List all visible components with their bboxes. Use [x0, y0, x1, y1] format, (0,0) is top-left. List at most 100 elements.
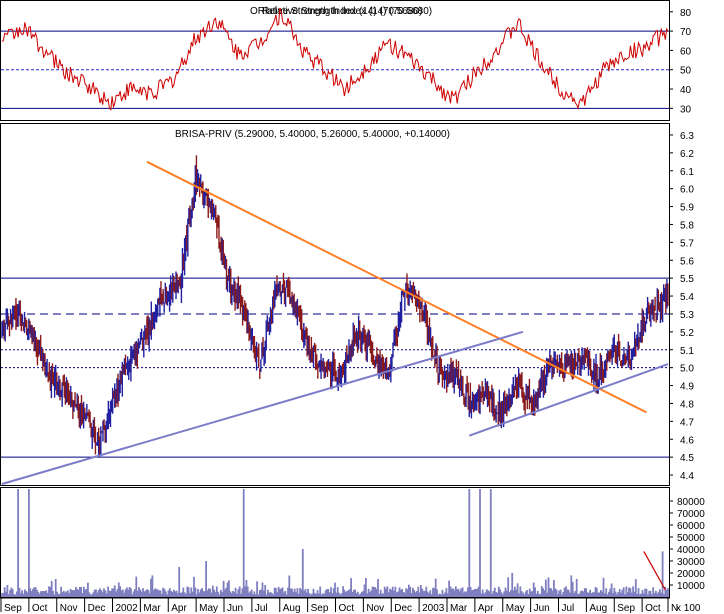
volume-bar [558, 590, 561, 597]
volume-bar [64, 592, 66, 597]
volume-bar [56, 591, 58, 597]
volume-bar [504, 587, 507, 597]
volume-bar [531, 591, 534, 597]
volume-bar [194, 587, 197, 597]
volume-bar [140, 591, 143, 597]
volume-bar [391, 586, 394, 597]
volume-bar [510, 590, 512, 597]
volume-bar [160, 593, 163, 597]
volume-bar [183, 592, 186, 597]
volume-bar [170, 591, 173, 597]
volume-bar [593, 592, 595, 597]
volume-bar [409, 586, 412, 597]
volume-bar [324, 590, 327, 597]
volume-bar [649, 590, 652, 597]
volume-bar [399, 589, 402, 597]
volume-bar [151, 575, 154, 597]
price-title: BRISA-PRIV (5.29000, 5.40000, 5.26000, 5… [175, 129, 450, 140]
volume-bar [495, 592, 497, 597]
x-tick-label: Jul [562, 603, 575, 614]
volume-bar [377, 579, 379, 597]
volume-bar [475, 589, 477, 597]
price-trendlines [1, 160, 669, 485]
volume-bar [1, 593, 3, 597]
price-tick-label: 5.5 [680, 274, 694, 285]
volume-bar [332, 588, 335, 597]
volume-bar [320, 594, 323, 597]
x-tick-label: N [671, 603, 678, 614]
volume-bar [449, 586, 452, 597]
volume-bar [421, 588, 424, 597]
volume-bar [438, 593, 441, 597]
volume-bar [234, 587, 237, 597]
volume-bar [198, 592, 201, 597]
volume-bar [524, 591, 527, 597]
price-tick-label: 4.7 [680, 417, 694, 428]
volume-bar [112, 588, 115, 597]
volume-bar [354, 589, 356, 597]
volume-bar [383, 586, 386, 597]
volume-bar [297, 593, 300, 597]
volume-bar [577, 594, 579, 597]
volume-bar [57, 593, 60, 597]
price-tick-label: 4.6 [680, 435, 694, 446]
volume-bar [177, 593, 179, 597]
volume-bar [548, 588, 551, 597]
volume-bar [2, 592, 5, 597]
volume-bar [305, 592, 308, 597]
volume-bar [70, 590, 73, 597]
volume-bar [214, 592, 217, 597]
volume-bar [22, 593, 25, 597]
volume-bar [527, 594, 530, 597]
volume-bar [559, 589, 562, 597]
volume-bar [213, 589, 216, 597]
volume-bar [340, 593, 343, 597]
volume-bar [53, 594, 56, 597]
volume-bar [158, 590, 160, 597]
volume-tick-label: 80000 [677, 497, 705, 508]
x-tick-label: Jun [227, 603, 243, 614]
volume-bar [621, 589, 624, 597]
volume-bar [594, 587, 597, 597]
volume-bar [195, 594, 198, 597]
volume-bar [245, 580, 248, 597]
volume-bar [393, 590, 395, 597]
volume-bar [331, 593, 334, 597]
volume-bar [284, 590, 287, 597]
volume-bar [645, 588, 648, 597]
volume-bar [579, 591, 582, 597]
volume-bar [328, 592, 331, 597]
volume-bar [128, 587, 131, 597]
volume-bar [617, 592, 620, 597]
price-tick-label: 6.0 [680, 185, 694, 196]
price-tick-label: 6.3 [680, 131, 694, 142]
volume-bar [489, 489, 492, 597]
volume-bar [303, 590, 305, 597]
volume-bar [426, 591, 429, 597]
volume-bar [36, 589, 38, 597]
volume-bar [348, 589, 351, 597]
price-y-axis: 6.3 6.2 6.1 6.0 5.9 5.8 5.7 5.6 5.5 5.4 5.3 5.2 5.1 5… [669, 131, 694, 482]
x-tick-label: Jun [534, 603, 550, 614]
volume-bar [101, 592, 104, 597]
volume-bar [13, 594, 15, 597]
volume-bar [622, 587, 625, 597]
volume-bar [241, 588, 244, 597]
volume-bar [500, 592, 503, 597]
volume-bar [96, 592, 99, 597]
volume-bar [252, 594, 254, 597]
rsi-panel: ORlative Strength Index (14) (70.5680) R… [0, 0, 692, 121]
volume-bar [283, 592, 285, 597]
volume-bar [516, 583, 519, 597]
volume-bar [651, 594, 653, 597]
volume-bar [536, 590, 539, 597]
volume-bar [304, 589, 307, 597]
volume-bar [629, 588, 632, 597]
volume-bar [292, 591, 295, 597]
volume-bar [288, 575, 291, 597]
volume-bar [230, 592, 233, 597]
volume-bar [566, 589, 569, 597]
volume-bar [540, 586, 543, 597]
volume-bar [18, 587, 21, 597]
